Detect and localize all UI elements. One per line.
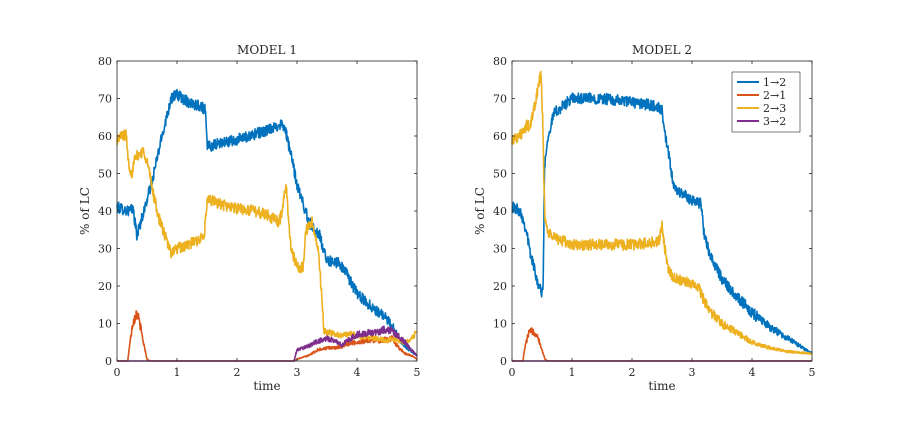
- legend-label: 2→1: [763, 89, 786, 102]
- legend-label: 3→2: [763, 115, 786, 128]
- legend: 1→22→12→33→2: [731, 71, 801, 133]
- y-tick-label: 20: [493, 280, 507, 293]
- y-tick-label: 0: [105, 355, 112, 368]
- x-tick-label: 3: [689, 366, 696, 379]
- legend-label: 2→3: [763, 102, 786, 115]
- x-axis-label: time: [648, 379, 675, 393]
- y-tick-label: 80: [493, 55, 507, 68]
- x-tick-label: 1: [569, 366, 576, 379]
- y-tick-label: 10: [98, 318, 112, 331]
- x-tick-label: 2: [629, 366, 636, 379]
- y-tick-label: 30: [98, 243, 112, 256]
- series-line-4: [116, 325, 418, 362]
- y-tick-label: 80: [98, 55, 112, 68]
- x-axis-label: time: [253, 379, 280, 393]
- chart-title: MODEL 1: [237, 43, 297, 57]
- series-line-2: [511, 327, 813, 362]
- x-tick-label: 1: [174, 366, 181, 379]
- y-tick-label: 60: [98, 130, 112, 143]
- y-tick-label: 40: [98, 205, 112, 218]
- y-tick-label: 30: [493, 243, 507, 256]
- y-tick-label: 10: [493, 318, 507, 331]
- x-tick-label: 4: [354, 366, 361, 379]
- axes-frame: [116, 60, 418, 362]
- y-axis-label: % of LC: [78, 187, 92, 235]
- x-tick-label: 4: [749, 366, 756, 379]
- x-tick-label: 5: [809, 366, 816, 379]
- y-tick-label: 60: [493, 130, 507, 143]
- x-tick-label: 2: [234, 366, 241, 379]
- x-tick-label: 3: [294, 366, 301, 379]
- x-tick-label: 0: [509, 366, 516, 379]
- chart-title: MODEL 2: [632, 43, 692, 57]
- y-tick-label: 20: [98, 280, 112, 293]
- y-tick-label: 50: [493, 168, 507, 181]
- x-tick-label: 5: [414, 366, 421, 379]
- series-line-3: [511, 70, 813, 356]
- series-line-1: [511, 92, 813, 355]
- y-tick-label: 0: [500, 355, 507, 368]
- y-tick-label: 50: [98, 168, 112, 181]
- series-group: [116, 88, 418, 362]
- y-tick-label: 70: [98, 93, 112, 106]
- series-line-1: [116, 88, 418, 357]
- y-tick-label: 40: [493, 205, 507, 218]
- x-tick-label: 0: [114, 366, 121, 379]
- legend-label: 1→2: [763, 76, 786, 89]
- y-axis-label: % of LC: [473, 187, 487, 235]
- y-tick-label: 70: [493, 93, 507, 106]
